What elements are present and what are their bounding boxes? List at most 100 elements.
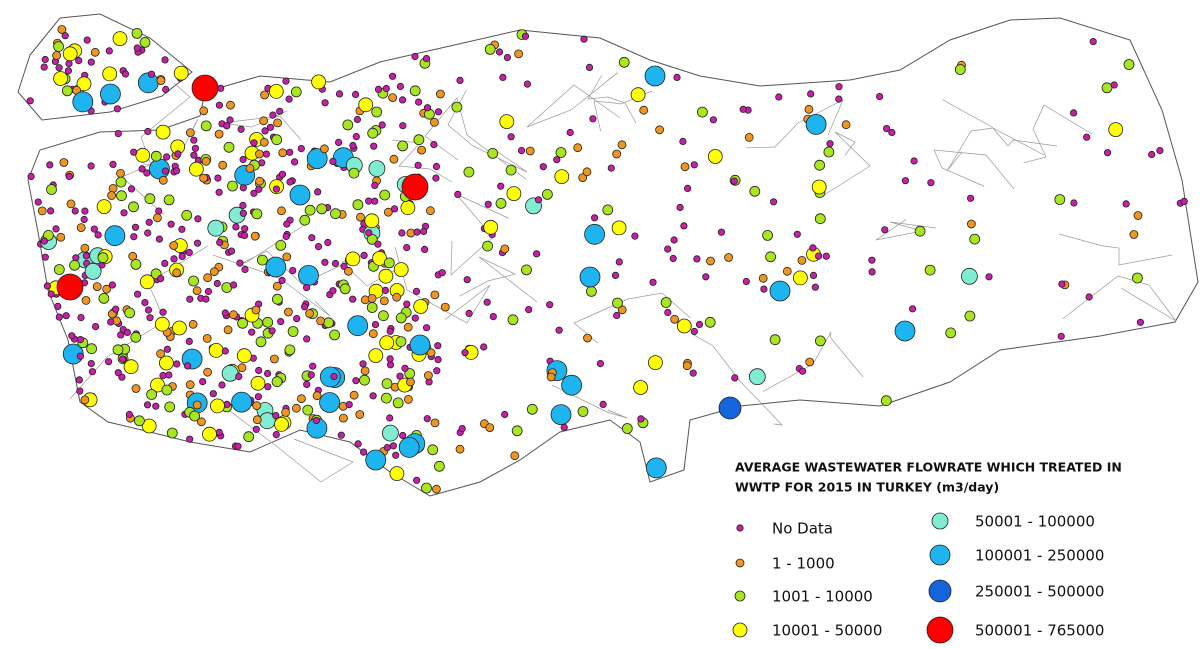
site-marker: [304, 204, 316, 216]
site-marker: [805, 357, 815, 367]
site-marker: [56, 273, 84, 301]
site-marker: [141, 418, 157, 434]
site-marker: [826, 140, 834, 148]
site-marker: [41, 253, 49, 261]
legend-label: 250001 - 500000: [975, 583, 1104, 601]
site-marker: [690, 327, 698, 336]
site-marker: [105, 358, 113, 366]
site-marker: [62, 312, 70, 320]
site-marker: [155, 235, 163, 243]
site-marker: [72, 91, 94, 113]
site-marker: [112, 305, 120, 313]
site-marker: [411, 52, 419, 61]
site-marker: [277, 206, 286, 216]
site-marker: [215, 101, 223, 109]
site-marker: [223, 141, 235, 153]
site-marker: [809, 271, 818, 279]
site-marker: [239, 201, 247, 210]
site-marker: [731, 374, 739, 382]
site-marker: [278, 170, 287, 178]
site-marker: [374, 240, 382, 248]
site-marker: [173, 360, 181, 368]
province-border: [946, 127, 1045, 172]
site-marker: [114, 130, 122, 138]
site-marker: [429, 117, 439, 127]
site-marker: [386, 414, 394, 422]
site-marker: [814, 213, 826, 225]
site-marker: [414, 161, 422, 169]
site-marker: [550, 404, 572, 426]
site-marker: [1054, 194, 1066, 205]
site-marker: [403, 244, 411, 252]
site-marker: [55, 313, 63, 321]
site-marker: [96, 199, 112, 215]
province-border: [692, 333, 783, 426]
site-marker: [683, 184, 692, 192]
site-marker: [207, 219, 225, 237]
site-marker: [53, 264, 65, 275]
site-marker: [144, 229, 152, 237]
site-marker: [673, 73, 681, 82]
site-marker: [762, 229, 773, 241]
site-marker: [76, 223, 86, 233]
site-marker: [463, 166, 475, 178]
site-marker: [398, 229, 406, 237]
site-marker: [347, 315, 369, 337]
site-marker: [417, 145, 427, 155]
site-marker: [1136, 318, 1145, 326]
site-marker: [1123, 59, 1135, 70]
site-marker: [167, 220, 175, 228]
site-marker: [1156, 147, 1164, 155]
site-marker: [765, 251, 776, 263]
site-marker: [92, 322, 100, 331]
site-marker: [57, 25, 67, 34]
site-marker: [266, 123, 275, 131]
site-marker: [730, 177, 738, 185]
site-marker: [308, 234, 316, 242]
site-marker: [514, 49, 523, 59]
site-marker: [80, 243, 90, 253]
site-marker: [645, 457, 667, 479]
site-marker: [422, 54, 431, 63]
site-marker: [682, 361, 692, 371]
site-marker: [456, 76, 464, 85]
site-marker: [465, 309, 473, 317]
site-marker: [265, 256, 287, 278]
site-marker: [329, 287, 337, 295]
site-marker: [193, 239, 202, 247]
site-marker: [758, 273, 768, 283]
site-marker: [585, 63, 594, 72]
site-marker: [555, 326, 563, 334]
site-marker: [131, 223, 140, 231]
site-marker: [411, 314, 419, 322]
site-marker: [202, 333, 212, 343]
site-marker: [539, 163, 547, 171]
site-marker: [649, 278, 657, 286]
site-marker: [380, 392, 392, 404]
site-marker: [192, 286, 202, 296]
site-marker: [164, 401, 176, 413]
site-marker: [809, 244, 817, 252]
site-marker: [100, 83, 121, 105]
site-marker: [143, 169, 151, 177]
site-marker: [61, 85, 73, 97]
site-marker: [47, 290, 55, 298]
site-marker: [805, 114, 827, 135]
site-marker: [97, 252, 109, 264]
site-marker: [218, 381, 226, 389]
site-marker: [323, 317, 334, 329]
site-marker: [484, 44, 496, 55]
site-marker: [312, 391, 322, 401]
site-marker: [277, 317, 285, 326]
site-marker: [580, 35, 588, 43]
site-marker: [392, 397, 404, 409]
site-marker: [1083, 133, 1091, 141]
site-marker: [55, 64, 63, 72]
site-marker: [1132, 272, 1143, 284]
site-marker: [1104, 149, 1112, 157]
site-marker: [37, 206, 47, 216]
site-marker: [150, 377, 165, 393]
site-marker: [368, 329, 378, 339]
site-marker: [98, 292, 110, 304]
